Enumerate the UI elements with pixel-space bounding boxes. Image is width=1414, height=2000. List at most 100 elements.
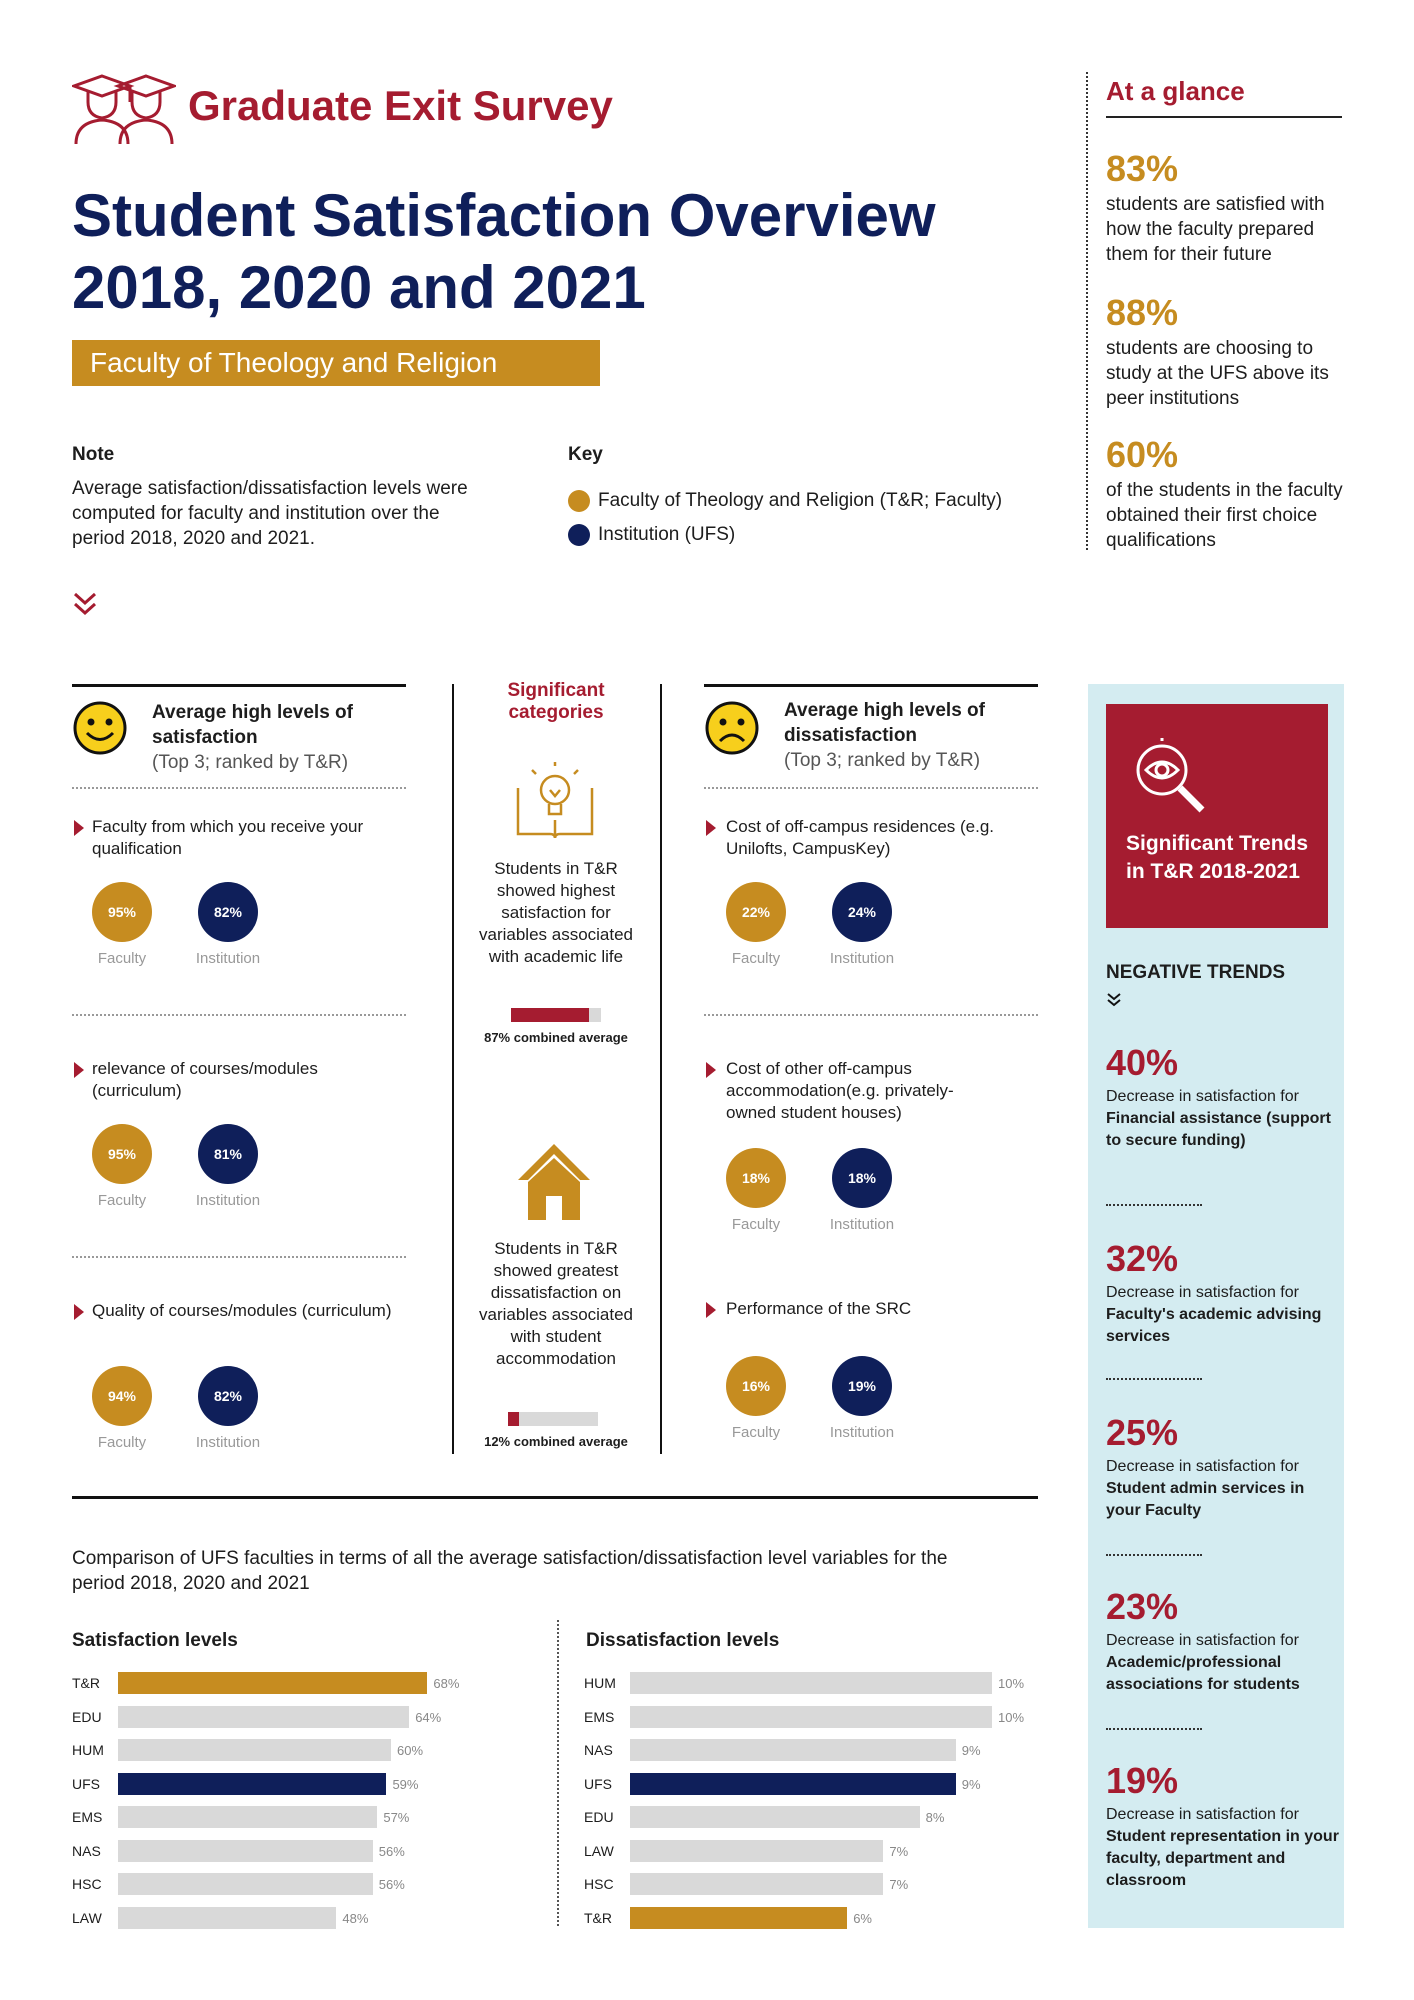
faculty-label: Faculty xyxy=(731,1424,781,1441)
faculty-label: Faculty xyxy=(97,1192,147,1209)
dissatisfaction-item-text: Performance of the SRC xyxy=(726,1299,912,1318)
dissatisfaction-heading: Average high levels of dissatisfaction xyxy=(784,700,985,746)
arrow-icon xyxy=(706,1062,716,1078)
bar xyxy=(118,1672,428,1694)
faculty-label: Faculty xyxy=(97,1434,147,1451)
bar-category-label: LAW xyxy=(72,1909,102,1926)
double-chevron-down-icon xyxy=(1107,993,1121,1007)
page-title: Student Satisfaction Overview 2018, 2020… xyxy=(72,180,1032,324)
sad-face-icon xyxy=(705,701,759,755)
bar-category-label: UFS xyxy=(584,1775,612,1792)
gold-dot-icon xyxy=(568,490,590,512)
trends-title-box xyxy=(1106,704,1328,928)
lightbulb-book-icon xyxy=(516,762,594,839)
key-label: Institution (UFS) xyxy=(598,524,736,545)
bar-value-label: 60% xyxy=(397,1743,424,1758)
page-title-line-1: Student Satisfaction Overview xyxy=(72,182,936,249)
institution-label: Institution xyxy=(195,950,261,967)
bar-value-label: 56% xyxy=(378,1843,405,1859)
trend-topic: Academic/professional associations for s… xyxy=(1106,1654,1300,1693)
bar-value-label: 7% xyxy=(889,1843,909,1859)
accommodation-text: Students in T&R showed greatest dissatis… xyxy=(478,1239,634,1368)
bar-value-label: 64% xyxy=(415,1709,442,1725)
accommodation-caption: 12% combined average xyxy=(484,1434,628,1449)
institution-label: Institution xyxy=(829,1424,895,1441)
bar xyxy=(630,1672,992,1694)
glance-underline xyxy=(1106,116,1342,118)
glance-title: At a glance xyxy=(1106,76,1245,106)
dotted-divider xyxy=(72,1014,406,1016)
trend-lead: Decrease in satisfaction for xyxy=(1106,1284,1299,1301)
bar xyxy=(118,1806,378,1828)
trend-topic: Student admin services in your Faculty xyxy=(1106,1480,1305,1519)
academic-life-text: Students in T&R showed highest satisfact… xyxy=(478,859,634,966)
bar-value-label: 8% xyxy=(925,1810,945,1825)
institution-label: Institution xyxy=(829,1216,895,1233)
eye-magnifier-icon xyxy=(1136,738,1205,813)
dotted-divider xyxy=(704,1014,1038,1016)
trend-topic: Faculty's academic advising services xyxy=(1106,1306,1322,1345)
bar xyxy=(630,1873,884,1895)
dissatisfaction-item-text: Cost of other off-campus accommodation(e… xyxy=(726,1059,954,1122)
arrow-icon xyxy=(706,820,716,836)
key-label: Faculty of Theology and Religion (T&R; F… xyxy=(598,490,1003,511)
dotted-divider xyxy=(1106,1554,1202,1556)
key-heading: Key xyxy=(568,444,603,465)
dissatisfaction-chart-title: Dissatisfaction levels xyxy=(586,1630,780,1651)
accommodation-minibar-fill xyxy=(508,1412,519,1426)
dotted-divider xyxy=(1106,1204,1202,1206)
bar xyxy=(630,1806,920,1828)
bar xyxy=(630,1839,884,1862)
institution-value-circle: 19% xyxy=(832,1356,892,1416)
dotted-divider xyxy=(704,787,1038,789)
bar-category-label: UFS xyxy=(72,1775,100,1792)
faculty-value-circle: 94% xyxy=(92,1366,152,1426)
bar-value-label: 9% xyxy=(961,1776,981,1792)
negative-trends-heading: NEGATIVE TRENDS xyxy=(1106,962,1286,983)
glance-stat-text: students are choosing to study at the UF… xyxy=(1106,338,1329,409)
glance-divider xyxy=(1086,72,1088,550)
trend-value: 19% xyxy=(1106,1760,1179,1801)
vertical-divider xyxy=(452,684,454,1454)
bar-value-label: 9% xyxy=(961,1743,981,1758)
bar-value-label: 7% xyxy=(889,1877,909,1892)
note-heading: Note xyxy=(72,444,115,465)
bar-category-label: HSC xyxy=(584,1876,614,1892)
faculty-value-circle: 95% xyxy=(92,882,152,942)
trend-topic: Student representation in your faculty, … xyxy=(1106,1828,1339,1889)
institution-value-circle: 18% xyxy=(832,1148,892,1208)
trend-value: 40% xyxy=(1106,1042,1179,1083)
glance-stat-value: 88% xyxy=(1106,292,1179,333)
bar-category-label: EDU xyxy=(72,1708,102,1725)
house-icon xyxy=(518,1144,590,1220)
smiley-icon xyxy=(73,701,127,755)
double-chevron-down-icon xyxy=(73,592,97,616)
faculty-banner: Faculty of Theology and Religion xyxy=(72,340,600,386)
institution-label: Institution xyxy=(195,1192,261,1209)
significant-categories-heading: Significant categories xyxy=(507,680,605,723)
satisfaction-heading: Average high levels of satisfaction xyxy=(152,702,353,748)
bar-category-label: EMS xyxy=(584,1708,615,1725)
bar-value-label: 59% xyxy=(392,1776,419,1792)
comparison-text: Comparison of UFS faculties in terms of … xyxy=(72,1548,948,1594)
trend-value: 32% xyxy=(1106,1238,1179,1279)
arrow-icon xyxy=(74,1062,84,1078)
trend-lead: Decrease in satisfaction for xyxy=(1106,1458,1299,1475)
satisfaction-subheading: (Top 3; ranked by T&R) xyxy=(152,752,349,773)
arrow-icon xyxy=(74,820,84,836)
institution-value-circle: 82% xyxy=(198,882,258,942)
satisfaction-chart-title: Satisfaction levels xyxy=(72,1630,238,1651)
satisfaction-item-text: Quality of courses/modules (curriculum) xyxy=(92,1301,392,1320)
bar xyxy=(630,1906,848,1929)
trend-lead: Decrease in satisfaction for xyxy=(1106,1632,1299,1649)
section-rule xyxy=(72,684,406,687)
bar-value-label: 56% xyxy=(378,1877,405,1892)
glance-stat-text: students are satisfied with how the facu… xyxy=(1106,194,1325,265)
faculty-value-circle: 95% xyxy=(92,1124,152,1184)
faculty-label: Faculty xyxy=(97,950,147,967)
bar xyxy=(118,1739,391,1761)
glance-stat-value: 60% xyxy=(1106,434,1179,475)
dissatisfaction-item-text: Cost of off-campus residences (e.g. Unil… xyxy=(726,817,995,858)
faculty-label: Faculty xyxy=(731,950,781,967)
bar xyxy=(118,1772,387,1795)
